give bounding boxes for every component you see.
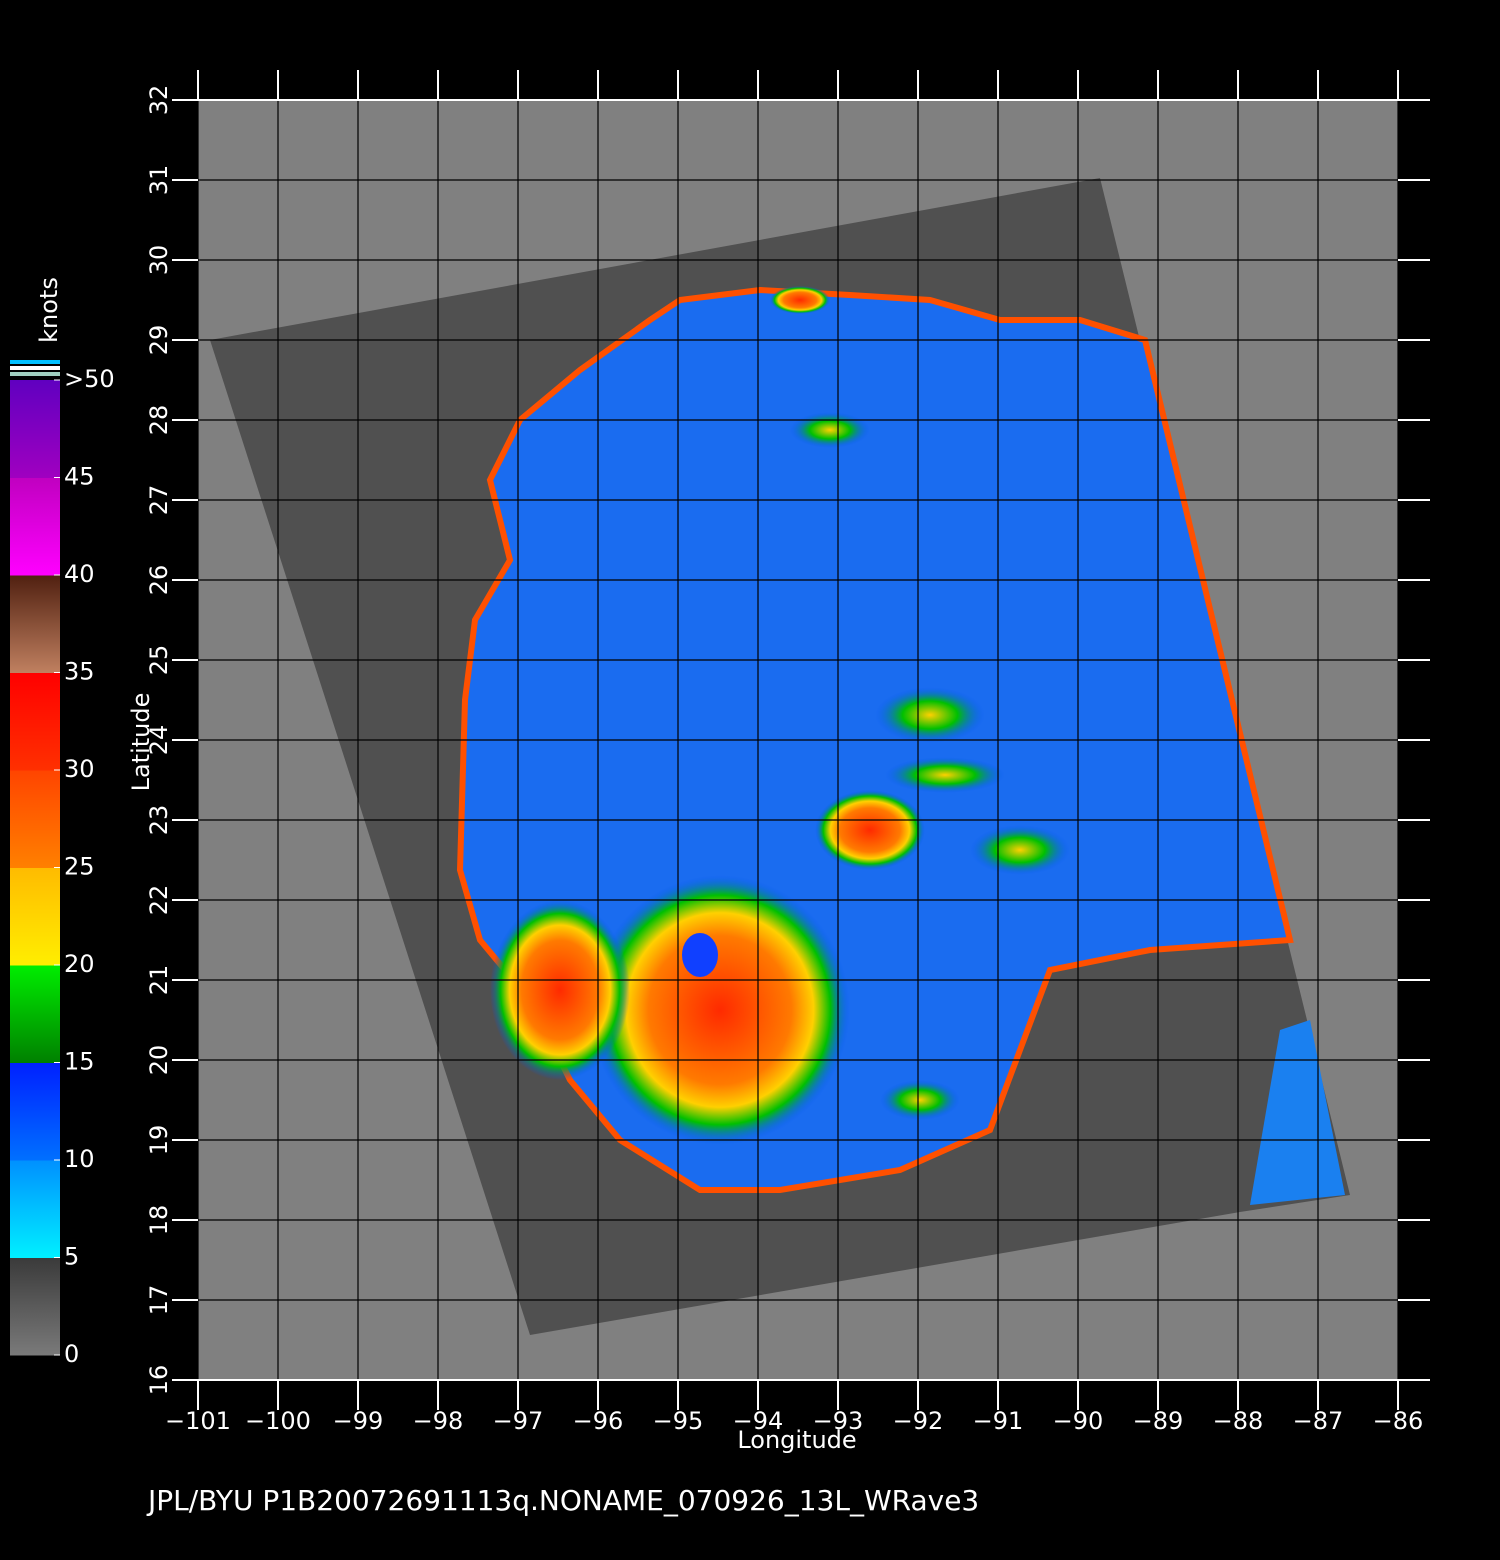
colorbar-band xyxy=(10,672,60,771)
y-axis-label: Latitude xyxy=(127,693,155,792)
convection xyxy=(970,825,1070,875)
colorbar-band xyxy=(10,965,60,1063)
convection xyxy=(815,790,925,870)
y-tick-label: 25 xyxy=(145,645,173,676)
x-tick-label: −94 xyxy=(733,1407,784,1435)
y-tick-label: 20 xyxy=(145,1045,173,1076)
y-tick-label: 29 xyxy=(145,325,173,356)
axes: −101 −100 −99 −98 −97 −96 −95 −94 −93 −92 −91 −90 −8… xyxy=(145,70,1430,1435)
x-tick-label: −99 xyxy=(333,1407,384,1435)
x-tick-label: −89 xyxy=(1133,1407,1184,1435)
x-tick-label: −100 xyxy=(245,1407,311,1435)
colorbar-tick-label: 20 xyxy=(64,950,95,978)
caribbean-wind-field xyxy=(1250,1020,1345,1205)
y-tick-label: 24 xyxy=(145,725,173,756)
convection xyxy=(880,1080,960,1120)
colorbar-band xyxy=(10,770,60,868)
x-tick-label: −95 xyxy=(653,1407,704,1435)
x-tick-label: −93 xyxy=(813,1407,864,1435)
x-tick-label: −96 xyxy=(573,1407,624,1435)
x-tick-label: −88 xyxy=(1213,1407,1264,1435)
colorbar-tick-label: 25 xyxy=(64,853,95,881)
colorbar-tick-label: 45 xyxy=(64,463,95,491)
colorbar-band xyxy=(10,477,60,576)
plot-area xyxy=(198,100,1398,1380)
x-tick-label: −91 xyxy=(973,1407,1024,1435)
colorbar-cap xyxy=(10,366,60,370)
colorbar-tick-label: 10 xyxy=(64,1145,95,1173)
y-tick-label: 32 xyxy=(145,85,173,116)
convection xyxy=(790,412,870,448)
colorbar-band xyxy=(10,1062,60,1161)
x-tick-label: −86 xyxy=(1373,1407,1424,1435)
footer-title: JPL/BYU P1B20072691113q.NONAME_070926_13… xyxy=(146,1484,979,1517)
x-axis-label: Longitude xyxy=(737,1426,856,1454)
y-tick-label: 16 xyxy=(145,1365,173,1396)
colorbar-tick-label: 30 xyxy=(64,755,95,783)
colorbar-tick-label: 15 xyxy=(64,1048,95,1076)
y-tick-label: 23 xyxy=(145,805,173,836)
convection xyxy=(885,757,1005,793)
colorbar-tick-label: 5 xyxy=(64,1243,79,1271)
colorbar-band xyxy=(10,380,60,478)
colorbar-tick-label: >50 xyxy=(64,365,115,393)
colorbar-tick-label: 0 xyxy=(64,1340,79,1368)
y-tick-label: 26 xyxy=(145,565,173,596)
y-tick-label: 30 xyxy=(145,245,173,276)
y-tick-label: 31 xyxy=(145,165,173,196)
y-tick-label: 17 xyxy=(145,1285,173,1316)
x-tick-label: −101 xyxy=(165,1407,231,1435)
colorbar-band xyxy=(10,575,60,673)
colorbar-band xyxy=(10,1257,60,1356)
y-tick-label: 21 xyxy=(145,965,173,996)
convection xyxy=(770,286,830,314)
colorbar: 0 5 10 15 20 25 30 35 40 45 >50 xyxy=(10,360,115,1368)
y-tick-label: 27 xyxy=(145,485,173,516)
y-tick-label: 28 xyxy=(145,405,173,436)
colorbar-tick-label: 35 xyxy=(64,658,95,686)
y-tick-label: 22 xyxy=(145,885,173,916)
colorbar-cap xyxy=(10,360,60,364)
storm-eye xyxy=(682,933,718,977)
colorbar-band xyxy=(10,867,60,966)
storm-core xyxy=(590,875,850,1145)
y-tick-label: 18 xyxy=(145,1205,173,1236)
convection xyxy=(875,687,985,743)
storm-band xyxy=(490,900,630,1080)
colorbar-label: knots xyxy=(35,277,63,343)
colorbar-band xyxy=(10,1160,60,1258)
colorbar-cap xyxy=(10,372,60,376)
x-tick-label: −98 xyxy=(413,1407,464,1435)
grid xyxy=(198,100,1398,1380)
x-tick-label: −92 xyxy=(893,1407,944,1435)
x-tick-label: −90 xyxy=(1053,1407,1104,1435)
x-tick-label: −97 xyxy=(493,1407,544,1435)
y-tick-label: 19 xyxy=(145,1125,173,1156)
colorbar-tick-label: 40 xyxy=(64,560,95,588)
x-tick-label: −87 xyxy=(1293,1407,1344,1435)
